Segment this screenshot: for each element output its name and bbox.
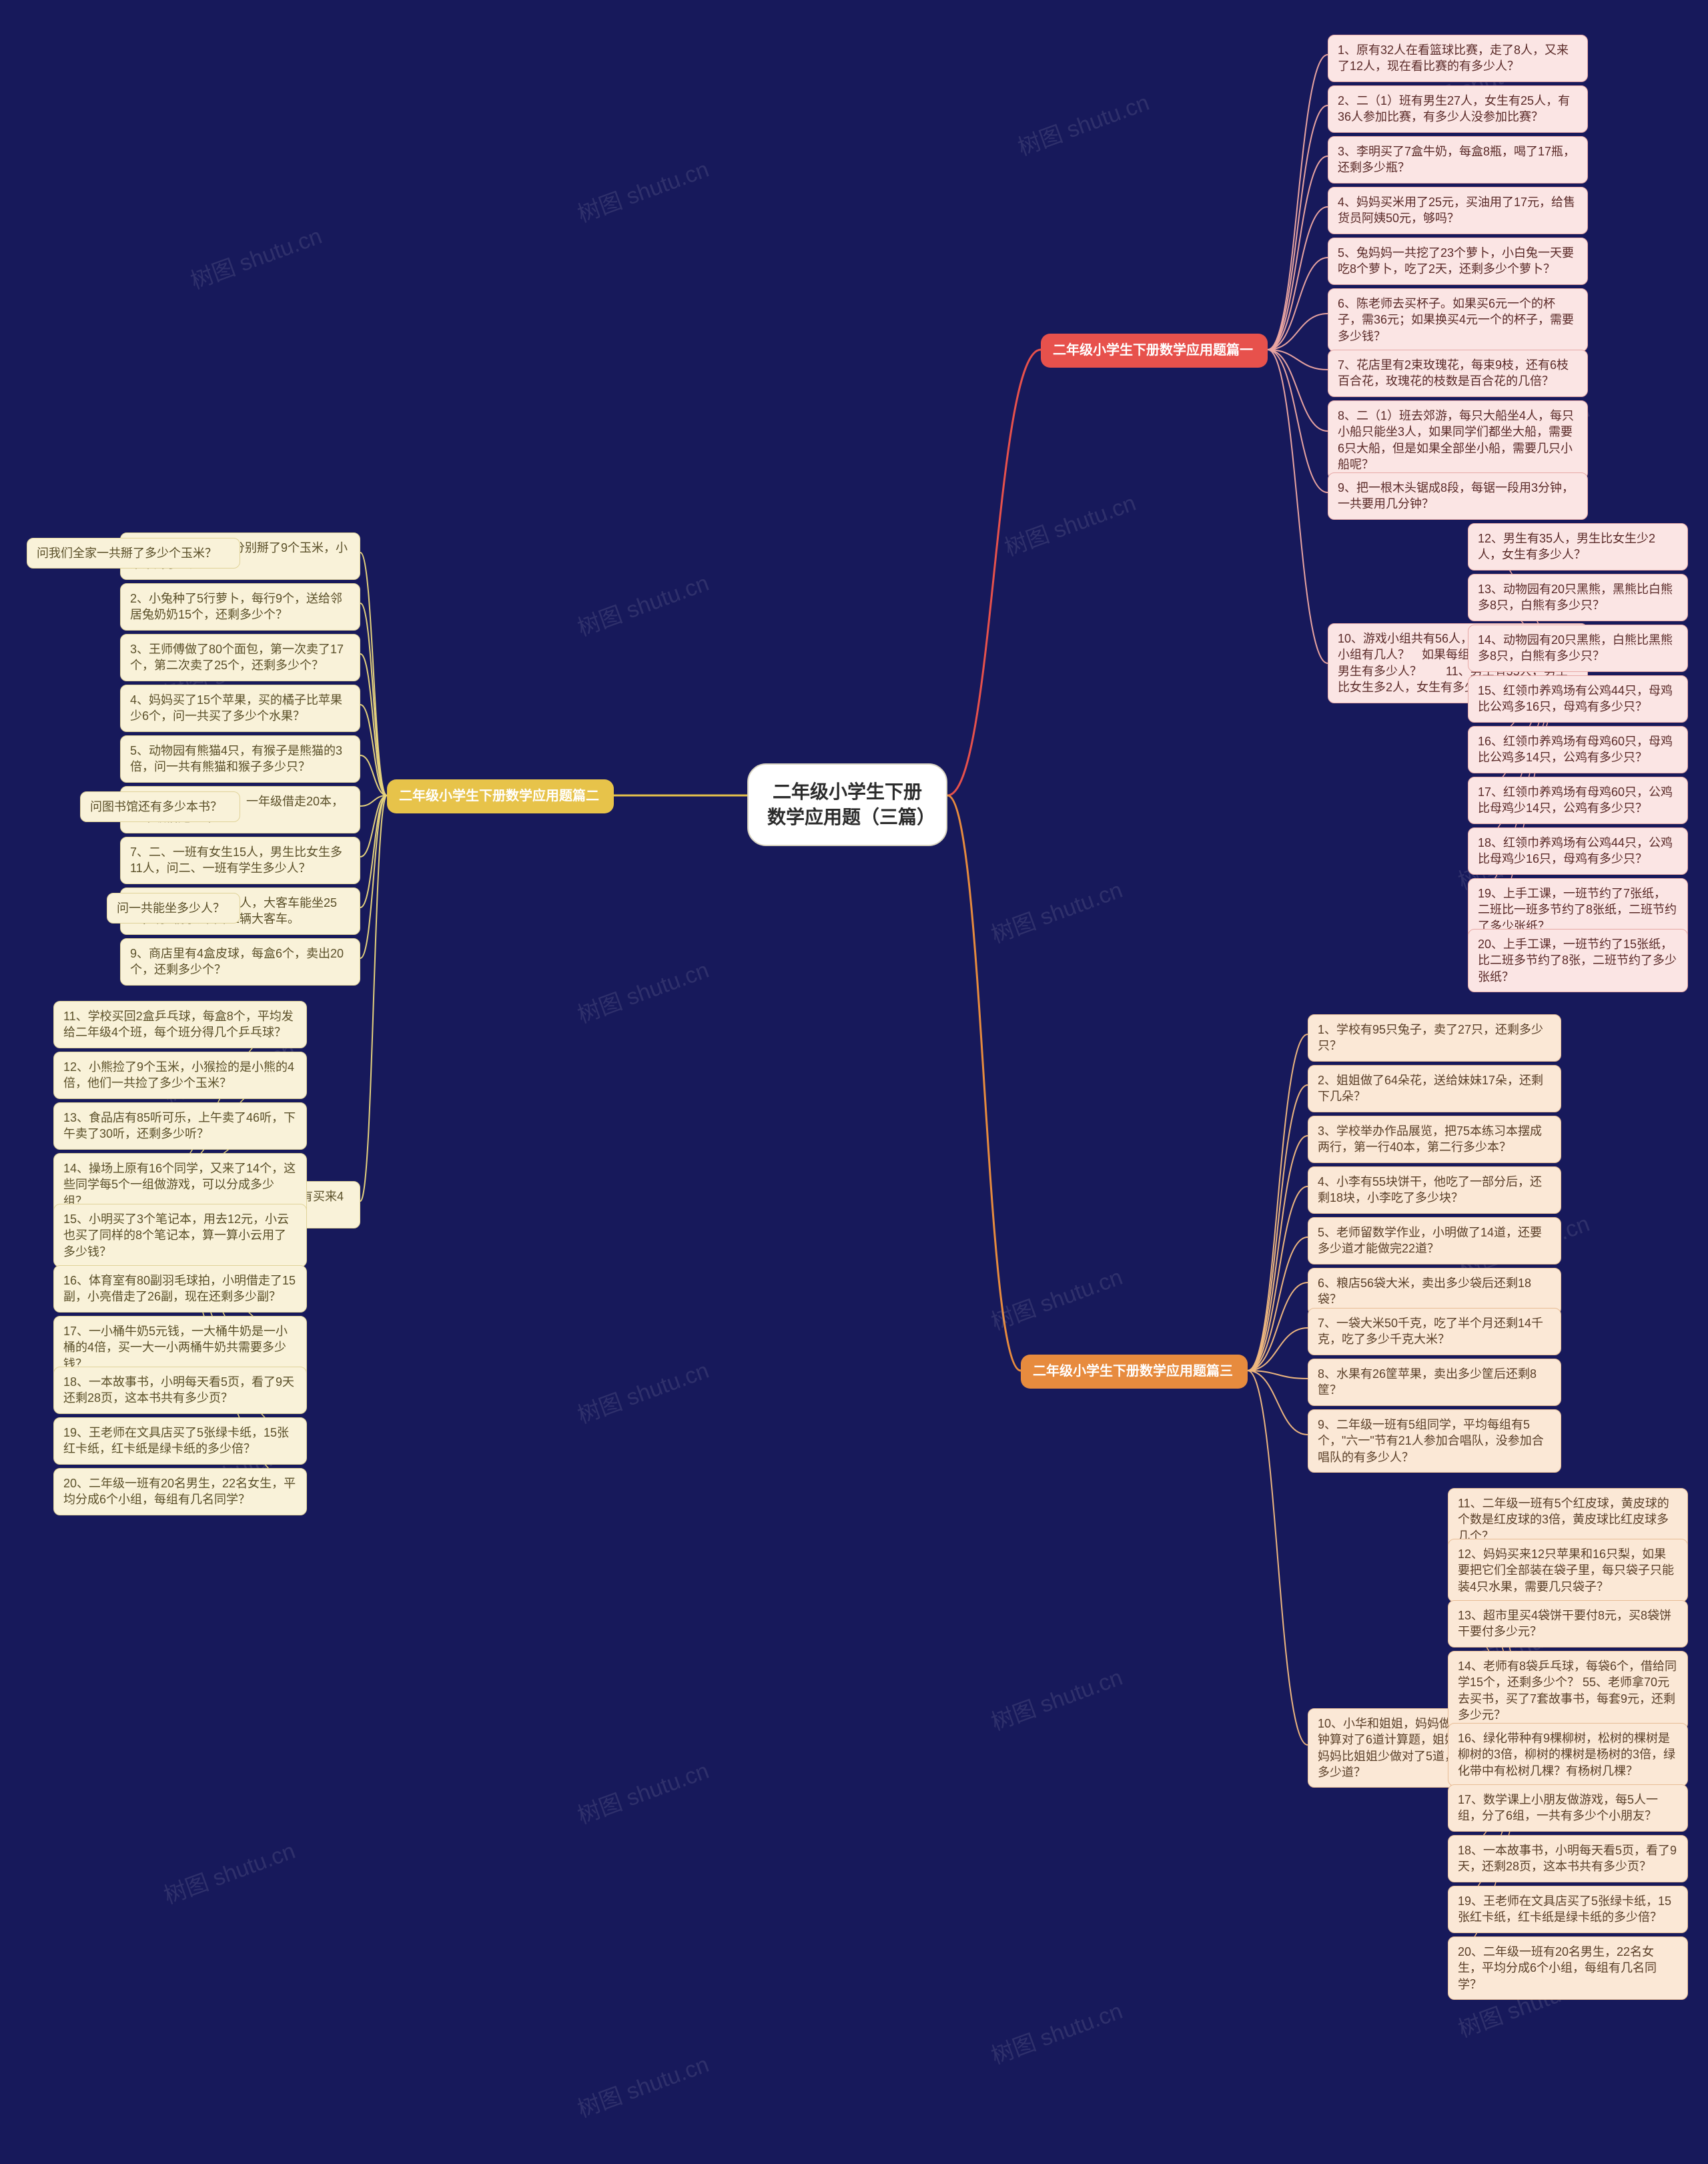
b3-leaf-2: 2、姐姐做了64朵花，送给妹妹17朵，还剩下几朵？: [1308, 1065, 1561, 1112]
b2-sub-20: 20、二年级一班有20名男生，22名女生，平均分成6个小组，每组有几名同学？: [53, 1468, 307, 1515]
watermark: 树图 shutu.cn: [986, 1659, 1126, 1736]
b1-leaf-6: 6、陈老师去买杯子。如果买6元一个的杯子，需36元；如果换买4元一个的杯子，需要…: [1328, 288, 1588, 352]
b1-leaf-9: 9、把一根木头锯成8段，每锯一段用3分钟，一共要用几分钟？: [1328, 472, 1588, 520]
b3-sub-17: 18、一本故事书，小明每天看5页，看了9天，还剩28页，这本书共有多少页？: [1448, 1835, 1688, 1882]
watermark: 树图 shutu.cn: [572, 565, 713, 642]
b3-leaf-7: 7、一袋大米50千克，吃了半个月还剩14千克，吃了多少千克大米？: [1308, 1308, 1561, 1355]
b2-leaf-2: 2、小兔种了5行萝卜，每行9个，送给邻居兔奶奶15个，还剩多少个？: [120, 583, 360, 631]
b3-sub-13: 13、超市里买4袋饼干要付8元，买8袋饼干要付多少元？: [1448, 1600, 1688, 1648]
b1-sub-13: 13、动物园有20只黑熊，黑熊比白熊多8只，白熊有多少只？: [1468, 574, 1688, 621]
watermark: 树图 shutu.cn: [185, 218, 326, 295]
b1-leaf-4: 4、妈妈买米用了25元，买油用了17元，给售货员阿姨50元，够吗？: [1328, 187, 1588, 234]
b3-leaf-5: 5、老师留数学作业，小明做了14道，还要多少道才能做完22道？: [1308, 1217, 1561, 1265]
b2-ext-1: 问我们全家一共掰了多少个玉米？: [27, 538, 240, 569]
b1-leaf-3: 3、李明买了7盒牛奶，每盒8瓶，喝了17瓶，还剩多少瓶？: [1328, 136, 1588, 184]
b2-leaf-3: 3、王师傅做了80个面包，第一次卖了17个，第二次卖了25个，还剩多少个？: [120, 634, 360, 681]
mindmap-canvas: 树图 shutu.cn 树图 shutu.cn 树图 shutu.cn 树图 shut…: [0, 0, 1708, 2164]
b1-leaf-8: 8、二（1）班去郊游，每只大船坐4人，每只小船只能坐3人，如果同学们都坐大船，需…: [1328, 400, 1588, 480]
branch-3: 二年级小学生下册数学应用题篇三: [1021, 1355, 1248, 1389]
b1-sub-14: 14、动物园有20只黑熊，白熊比黑熊多8只，白熊有多少只？: [1468, 625, 1688, 672]
watermark: 树图 shutu.cn: [999, 484, 1140, 562]
watermark: 树图 shutu.cn: [986, 871, 1126, 949]
b2-leaf-5: 5、动物园有熊猫4只，有猴子是熊猫的3倍，问一共有熊猫和猴子多少只？: [120, 735, 360, 783]
b3-sub-18: 19、王老师在文具店买了5张绿卡纸，15张红卡纸，红卡纸是绿卡纸的多少倍？: [1448, 1886, 1688, 1933]
b1-sub-12: 12、男生有35人，男生比女生少2人，女生有多少人？: [1468, 523, 1688, 571]
center-node: 二年级小学生下册数学应用题（三篇）: [747, 763, 947, 846]
watermark: 树图 shutu.cn: [986, 1993, 1126, 2070]
b2-leaf-7: 7、二、一班有女生15人，男生比女生多11人，问二、一班有学生多少人？: [120, 837, 360, 884]
b1-sub-15: 15、红领巾养鸡场有公鸡44只，母鸡比公鸡多16只，母鸡有多少只？: [1468, 675, 1688, 723]
b3-sub-16: 17、数学课上小朋友做游戏，每5人一组，分了6组，一共有多少个小朋友？: [1448, 1784, 1688, 1832]
branch-2: 二年级小学生下册数学应用题篇二: [387, 779, 614, 813]
watermark: 树图 shutu.cn: [159, 1832, 299, 1910]
b3-sub-15: 16、绿化带种有9棵柳树，松树的棵树是柳树的3倍，柳树的棵树是杨树的3倍，绿化带…: [1448, 1723, 1688, 1786]
b1-leaf-7: 7、花店里有2束玫瑰花，每束9枝，还有6枝百合花，玫瑰花的枝数是百合花的几倍？: [1328, 350, 1588, 397]
watermark: 树图 shutu.cn: [986, 1258, 1126, 1336]
b3-leaf-8: 8、水果有26筐苹果，卖出多少筐后还剩8筐？: [1308, 1359, 1561, 1406]
b1-leaf-1: 1、原有32人在看篮球比赛，走了8人，又来了12人，现在看比赛的有多少人？: [1328, 35, 1588, 82]
b3-sub-12: 12、妈妈买来12只苹果和16只梨，如果要把它们全部装在袋子里，每只袋子只能装4…: [1448, 1539, 1688, 1602]
b3-leaf-9: 9、二年级一班有5组同学，平均每组有5个，"六一"节有21人参加合唱队，没参加合…: [1308, 1409, 1561, 1473]
branch-1: 二年级小学生下册数学应用题篇一: [1041, 334, 1268, 368]
watermark: 树图 shutu.cn: [572, 1752, 713, 1830]
watermark: 树图 shutu.cn: [572, 151, 713, 228]
b2-sub-18: 18、一本故事书，小明每天看5页，看了9天还剩28页，这本书共有多少页？: [53, 1367, 307, 1414]
b1-sub-18: 18、红领巾养鸡场有公鸡44只，公鸡比母鸡少16只，母鸡有多少只？: [1468, 827, 1688, 875]
b1-sub-16: 16、红领巾养鸡场有母鸡60只，母鸡比公鸡多14只，公鸡有多少只？: [1468, 726, 1688, 773]
b3-leaf-4: 4、小李有55块饼干，他吃了一部分后，还剩18块，小李吃了多少块？: [1308, 1166, 1561, 1214]
b3-leaf-3: 3、学校举办作品展览，把75本练习本摆成两行，第一行40本，第二行多少本？: [1308, 1116, 1561, 1163]
watermark: 树图 shutu.cn: [572, 952, 713, 1029]
watermark: 树图 shutu.cn: [572, 2046, 713, 2123]
b1-leaf-2: 2、二（1）班有男生27人，女生有25人，有36人参加比赛，有多少人没参加比赛？: [1328, 85, 1588, 133]
b3-sub-14: 14、老师有8袋乒乓球，每袋6个，借给同学15个，还剩多少个？ 55、老师拿70…: [1448, 1651, 1688, 1730]
b2-leaf-9: 9、商店里有4盒皮球，每盒6个，卖出20个，还剩多少个？: [120, 938, 360, 986]
b1-leaf-5: 5、兔妈妈一共挖了23个萝卜，小白兔一天要吃8个萝卜，吃了2天，还剩多少个萝卜？: [1328, 238, 1588, 285]
b1-sub-20: 20、上手工课，一班节约了15张纸，比二班多节约了8张，二班节约了多少张纸？: [1468, 929, 1688, 992]
watermark: 树图 shutu.cn: [572, 1352, 713, 1429]
b2-leaf-4: 4、妈妈买了15个苹果，买的橘子比苹果少6个，问一共买了多少个水果？: [120, 685, 360, 732]
b2-ext-8: 问一共能坐多少人？: [107, 893, 240, 924]
b2-sub-19: 19、王老师在文具店买了5张绿卡纸，15张红卡纸，红卡纸是绿卡纸的多少倍？: [53, 1417, 307, 1465]
b3-sub-19: 20、二年级一班有20名男生，22名女生，平均分成6个小组，每组有几名同学？: [1448, 1936, 1688, 2000]
b3-leaf-1: 1、学校有95只兔子，卖了27只，还剩多少只？: [1308, 1014, 1561, 1062]
b2-sub-16: 16、体育室有80副羽毛球拍，小明借走了15副，小亮借走了26副，现在还剩多少副…: [53, 1265, 307, 1313]
b2-sub-12: 12、小熊捡了9个玉米，小猴捡的是小熊的4倍，他们一共捡了多少个玉米？: [53, 1052, 307, 1099]
b1-sub-17: 17、红领巾养鸡场有母鸡60只，公鸡比母鸡少14只，公鸡有多少只？: [1468, 777, 1688, 824]
b2-sub-15: 15、小明买了3个笔记本，用去12元，小云也买了同样的8个笔记本，算一算小云用了…: [53, 1204, 307, 1267]
b2-sub-11: 11、学校买回2盒乒乓球，每盒8个，平均发给二年级4个班，每个班分得几个乒乓球？: [53, 1001, 307, 1048]
b2-sub-13: 13、食品店有85听可乐，上午卖了46听，下午卖了30听，还剩多少听？: [53, 1102, 307, 1150]
b2-ext-6: 问图书馆还有多少本书？: [80, 791, 240, 822]
watermark: 树图 shutu.cn: [1013, 84, 1153, 161]
